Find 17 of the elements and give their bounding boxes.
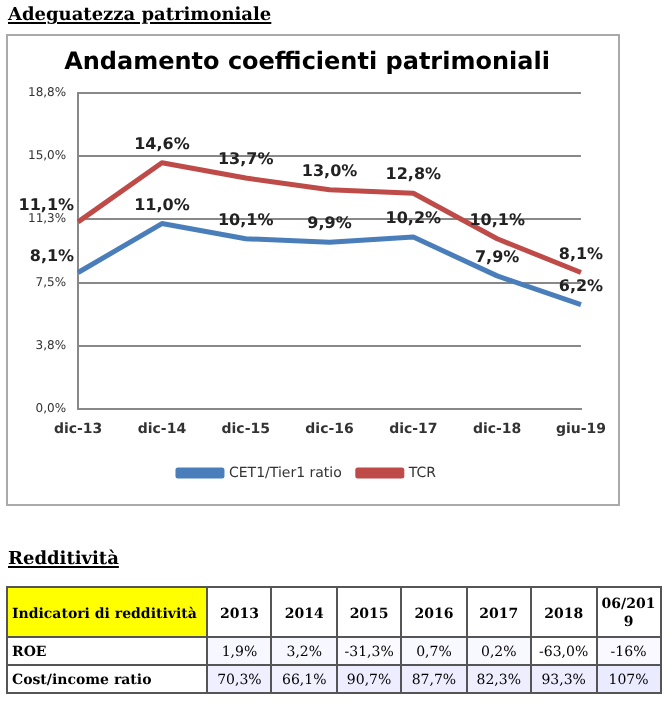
data-label: 10,1% xyxy=(217,210,274,229)
data-label: 7,9% xyxy=(474,248,520,267)
data-label: 13,0% xyxy=(301,161,358,180)
data-label: 6,2% xyxy=(558,276,604,295)
text: Adeguatezza patrimoniale xyxy=(8,6,272,26)
data-label: 8,1% xyxy=(558,244,604,263)
data-label: 11,1% xyxy=(18,196,75,215)
chart-title: Redditività xyxy=(8,550,119,570)
data-label: 10,2% xyxy=(385,209,442,228)
data-label: 14,6% xyxy=(134,134,190,153)
data-label: 10,1% xyxy=(469,210,525,229)
data-label: 12,8% xyxy=(385,165,442,184)
data-label: 13,7% xyxy=(217,150,274,169)
chart-title: Andamento coefficienti patrimoniali xyxy=(64,46,550,75)
data-label: 11,0% xyxy=(134,195,190,214)
data-label: 8,1% xyxy=(29,246,75,265)
data-label: 9,9% xyxy=(307,214,352,233)
